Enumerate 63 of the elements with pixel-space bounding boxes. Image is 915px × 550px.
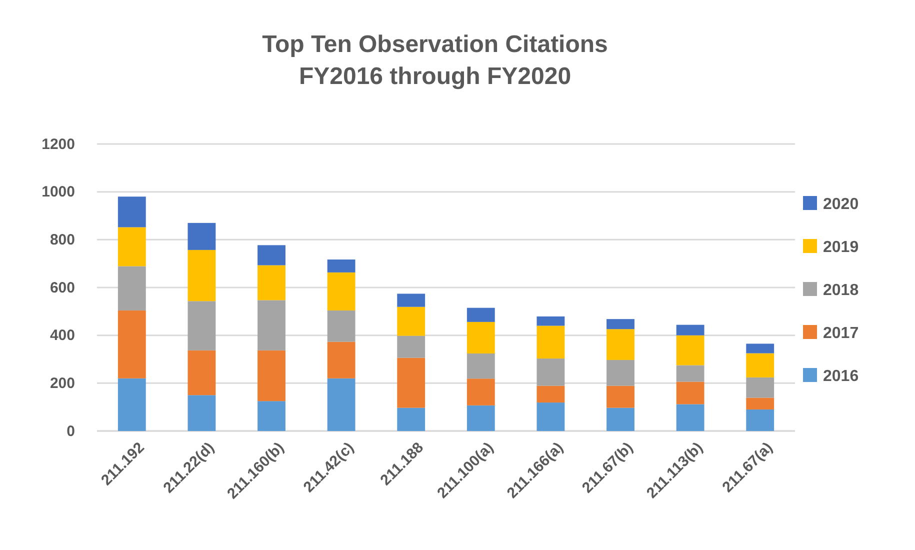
legend-label: 2020 [823,196,859,213]
bar [746,377,774,398]
bar [606,386,634,408]
bar [536,326,565,359]
chart-title: Top Ten Observation Citations FY2016 through FY2020 [262,31,608,90]
y-tick-label: 1000 [42,184,75,201]
bar [606,319,634,330]
bar [118,378,146,431]
bar [466,308,495,322]
bar [258,300,286,350]
bar [676,365,704,382]
legend-label: 2019 [823,239,859,256]
legend-label: 2017 [823,325,859,342]
y-tick-label: 0 [66,422,75,440]
bar [118,196,146,228]
bar [118,310,146,378]
bar [676,404,704,431]
bar [118,266,146,310]
bar [397,408,426,431]
bar [676,324,704,336]
bar [258,401,286,431]
bar [397,306,426,336]
y-tick-label: 800 [50,231,75,248]
bar [536,358,565,386]
bar [258,350,286,402]
bar [397,358,426,408]
bar [536,386,565,403]
bar [746,344,774,354]
legend-label: 2016 [823,368,859,385]
y-tick-label: 200 [50,374,75,392]
bar [327,260,356,272]
bar [188,222,216,250]
bar [746,409,774,431]
bar [606,408,634,431]
bar [466,378,495,406]
bar [397,294,426,307]
bar [327,310,356,342]
bar [606,360,634,386]
bar [746,353,774,378]
bar [118,227,146,266]
bar [258,245,286,266]
bar [466,405,495,431]
bar [188,301,216,350]
bar [536,402,565,431]
bar [466,322,495,354]
bar [327,272,356,310]
bar [676,382,704,404]
bar [188,350,216,396]
bar [606,329,634,360]
bar [327,342,356,378]
y-tick-label: 400 [50,327,75,344]
y-tick-label: 1200 [42,136,75,153]
bar [746,398,774,410]
y-tick-label: 600 [50,279,75,296]
bar [188,395,216,431]
bar [397,336,426,358]
legend-label: 2018 [823,282,859,299]
bar [188,250,216,302]
bar [536,316,565,326]
bar [676,335,704,366]
bar [258,265,286,300]
bar [466,354,495,379]
bar [327,378,356,431]
